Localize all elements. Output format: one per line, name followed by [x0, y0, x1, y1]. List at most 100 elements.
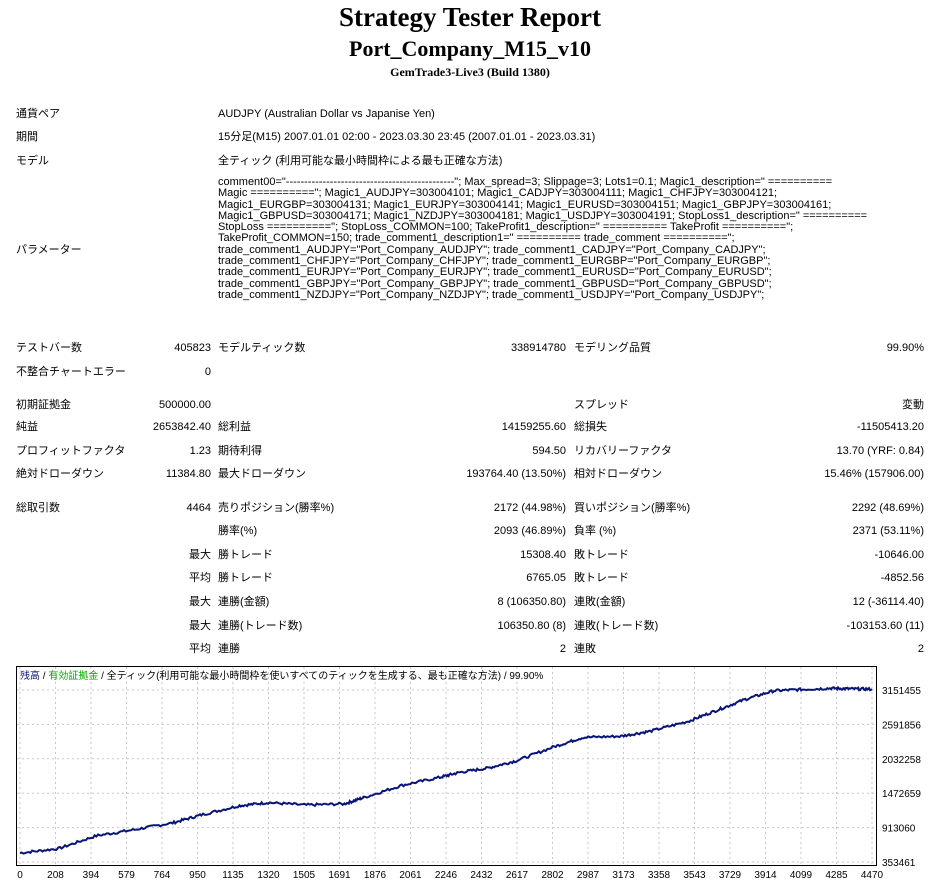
y-tick-label: 2591856 — [882, 720, 921, 731]
stat-cell: 期待利得 — [218, 445, 262, 457]
stat-cell: モデルティック数 — [218, 342, 306, 354]
y-tick-labels: 353461 913060 1472659 2032258 2591856 3151455 — [882, 686, 921, 869]
legend-equity: 有効証拠金 — [48, 669, 98, 682]
stat-cell: 連勝(トレード数) — [218, 620, 303, 632]
x-tick-label: 3729 — [719, 870, 742, 881]
stat-cell: 総損失 — [574, 421, 607, 433]
stat-cell: 買いポジション(勝率%) — [574, 502, 691, 514]
x-tick-label: 0 — [17, 870, 23, 881]
chart-legend: 残高 / 有効証拠金 / 全ティック(利用可能な最小時間枠を使いすべてのティック… — [20, 669, 543, 682]
stat-cell: 6765.05 — [526, 572, 566, 584]
legend-balance: 残高 — [20, 669, 40, 682]
x-tick-label: 4470 — [861, 870, 884, 881]
stat-cell: 405823 — [174, 342, 211, 354]
stat-cell: 14159255.60 — [501, 421, 566, 433]
stat-cell: 2371 (53.11%) — [852, 525, 924, 537]
symbol-value: AUDJPY (Australian Dollar vs Japanise Ye… — [218, 108, 435, 120]
x-tick-label: 1135 — [222, 870, 244, 881]
x-tick-label: 4285 — [825, 870, 848, 881]
legend-description: / 全ティック(利用可能な最小時間枠を使いすべてのティックを生成する、最も正確な… — [98, 669, 543, 682]
y-tick-label: 1472659 — [882, 789, 921, 800]
stat-cell: 1.23 — [189, 445, 211, 457]
stat-cell: 平均 — [189, 572, 211, 584]
balance-series-line — [19, 685, 873, 855]
x-tick-label: 2802 — [541, 870, 564, 881]
x-tick-label: 579 — [118, 870, 135, 881]
stat-cell: 338914780 — [510, 342, 566, 354]
stat-cell: 99.90% — [886, 342, 924, 354]
symbol-label: 通貨ペア — [16, 108, 60, 120]
stat-cell: 負率 (%) — [574, 525, 617, 537]
stat-cell: 15.46% (157906.00) — [824, 468, 924, 480]
x-tick-label: 2432 — [470, 870, 493, 881]
stat-cell: 2292 (48.69%) — [851, 502, 924, 514]
x-tick-label: 1876 — [364, 870, 387, 881]
stat-cell: 変動 — [902, 399, 924, 411]
stat-cell: 500000.00 — [159, 399, 211, 411]
stat-cell: テストバー数 — [16, 342, 82, 354]
stat-cell: 初期証拠金 — [16, 399, 71, 411]
stat-cell: 15308.40 — [520, 549, 566, 561]
stat-cell: 12 (-36114.40) — [852, 596, 924, 608]
stat-cell: 2093 (46.89%) — [493, 525, 566, 537]
x-tick-label: 394 — [83, 870, 100, 881]
stat-cell: 594.50 — [532, 445, 566, 457]
stat-cell: 2172 (44.98%) — [493, 502, 566, 514]
stat-cell: 最大 — [189, 620, 211, 632]
params-text: comment00="-----------------------------… — [218, 176, 868, 301]
x-tick-label: 764 — [154, 870, 171, 881]
stat-cell: -4852.56 — [880, 572, 924, 584]
stat-cell: 最大ドローダウン — [218, 468, 306, 480]
x-tick-label: 3543 — [683, 870, 706, 881]
stat-cell: 193764.40 (13.50%) — [466, 468, 566, 480]
period-label: 期間 — [16, 131, 38, 143]
x-tick-label: 4099 — [790, 870, 813, 881]
model-value: 全ティック (利用可能な最小時間枠による最も正確な方法) — [218, 155, 503, 167]
x-tick-label: 2987 — [577, 870, 600, 881]
x-tick-label: 208 — [47, 870, 64, 881]
stat-cell: 絶対ドローダウン — [16, 468, 104, 480]
stat-cell: 平均 — [189, 643, 211, 655]
x-tick-labels: 0 208 394 579 764 950 1135 1320 1505 1691 1876 2061… — [17, 870, 883, 881]
x-tick-label: 1691 — [328, 870, 351, 881]
legend-separator: / — [40, 671, 48, 682]
stat-cell: リカバリーファクタ — [574, 445, 672, 457]
x-tick-label: 2061 — [399, 870, 422, 881]
x-tick-label: 950 — [189, 870, 206, 881]
chart-grid — [17, 667, 876, 866]
stat-cell: 連敗(金額) — [574, 596, 626, 608]
stat-cell: 連勝 — [218, 643, 240, 655]
stat-cell: 0 — [204, 366, 211, 378]
x-tick-label: 3358 — [648, 870, 671, 881]
stat-cell: 売りポジション(勝率%) — [218, 502, 335, 514]
stat-cell: 総取引数 — [16, 502, 60, 514]
stat-cell: 8 (106350.80) — [497, 596, 567, 608]
plot-area — [16, 666, 877, 866]
stat-cell: -11505413.20 — [856, 421, 924, 433]
stat-cell: 相対ドローダウン — [574, 468, 662, 480]
stat-cell: プロフィットファクタ — [16, 445, 126, 457]
stat-cell: 連敗 — [574, 643, 596, 655]
report-subtitle: Port_Company_M15_v10 — [349, 36, 591, 61]
report-title: Strategy Tester Report — [339, 2, 601, 32]
stat-cell: 4464 — [186, 502, 211, 514]
y-tick-label: 913060 — [882, 824, 916, 835]
stat-cell: 最大 — [189, 549, 211, 561]
balance-chart: 残高 / 有効証拠金 / 全ティック(利用可能な最小時間枠を使いすべてのティック… — [16, 666, 921, 881]
period-value: 15分足(M15) 2007.01.01 02:00 - 2023.03.30 … — [218, 131, 596, 143]
stat-cell: 勝トレード — [218, 549, 273, 561]
stat-cell: モデリング品質 — [574, 342, 651, 354]
stat-cell: 最大 — [189, 596, 211, 608]
x-tick-label: 3173 — [612, 870, 635, 881]
model-label: モデル — [16, 155, 49, 167]
params-label: パラメーター — [16, 244, 82, 256]
stat-cell: 敗トレード — [574, 549, 629, 561]
stat-cell: 総利益 — [218, 421, 251, 433]
stat-cell: 勝トレード — [218, 572, 273, 584]
stat-cell: 純益 — [16, 421, 38, 433]
x-tick-label: 3914 — [754, 870, 777, 881]
stat-cell: 11384.80 — [165, 468, 211, 480]
report-build: GemTrade3-Live3 (Build 1380) — [390, 65, 550, 79]
stat-cell: 敗トレード — [574, 572, 629, 584]
x-tick-label: 2246 — [435, 870, 458, 881]
